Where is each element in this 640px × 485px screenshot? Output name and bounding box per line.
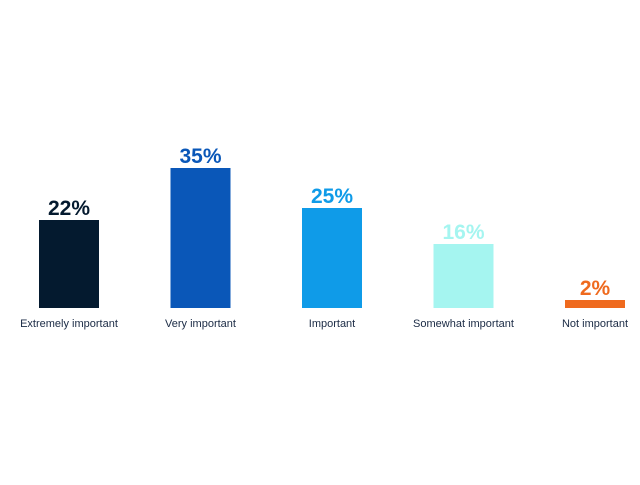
bar	[565, 300, 625, 308]
bar	[170, 168, 231, 308]
value-label: 22%	[48, 197, 90, 220]
category-label: Not important	[562, 318, 628, 330]
category-label: Very important	[165, 318, 236, 330]
bar	[433, 244, 494, 308]
category-label: Important	[309, 318, 355, 330]
category-label: Extremely important	[20, 318, 118, 330]
value-label: 16%	[442, 221, 484, 244]
value-label: 35%	[179, 145, 221, 168]
category-label: Somewhat important	[413, 318, 514, 330]
value-label: 2%	[580, 277, 611, 300]
bar	[39, 220, 99, 308]
bar	[302, 208, 362, 308]
value-label: 25%	[311, 185, 353, 208]
